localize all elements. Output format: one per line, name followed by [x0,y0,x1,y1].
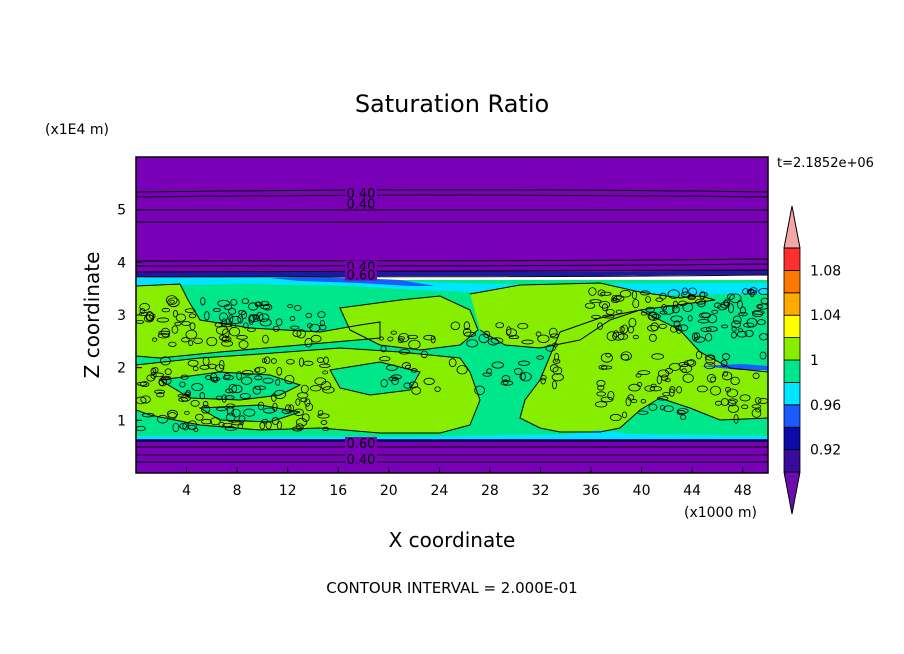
colorbar-label: 0.92 [810,443,841,459]
contour-label: 0.60 [347,269,376,284]
contour-label: 0.60 [347,437,376,452]
lime-region-upper-mid [340,296,478,350]
colorbar-label: 1.08 [810,263,841,279]
x-tick-label: 4 [182,483,191,499]
colorbar-segment [783,449,801,473]
colorbar-segment [783,337,801,361]
contour-label: 0.40 [347,453,376,468]
colorbar-segment [783,404,801,428]
upper-dry-region [136,157,768,275]
colorbar-segment [783,359,801,383]
chart-title: Saturation Ratio [355,90,549,118]
contour-label-bg [344,186,377,199]
contour-label: 0.40 [347,197,376,212]
x-axis-ticks: 4 8 12 16 20 24 28 32 36 40 44 48 [182,467,752,499]
x-tick-label: 8 [233,483,242,499]
x-tick-label: 16 [329,483,347,499]
contour-texture [136,287,768,433]
colorbar-segment [783,314,801,339]
colorbar-under-triangle [783,471,801,515]
colorbar-segment [783,426,801,451]
y-tick-label: 3 [117,308,126,324]
green-patch-2 [330,362,420,395]
dark-band-top [136,270,768,277]
y-tick-label: 1 [117,413,126,429]
contour-label-bg [344,268,377,281]
y-tick-label: 5 [117,203,126,219]
contour-lines [136,189,768,463]
x-tick-label: 48 [734,483,752,499]
cyan-band-bottom [136,430,768,440]
colorbar-label: 1 [810,353,819,369]
contour-label-bg [344,452,377,465]
blue-streak-top [270,277,435,286]
x-tick-label: 20 [380,483,398,499]
contour-interval-note: CONTOUR INTERVAL = 2.000E-01 [326,579,577,597]
contour-labels: 0.400.400.400.600.600.40 [344,186,377,468]
blue-streak-right [700,364,768,370]
colorbar-segment [783,269,801,294]
plot-area [136,157,768,473]
x-tick-label: 24 [430,483,448,499]
contour-label-bg [344,437,377,450]
x-tick-label: 44 [683,483,701,499]
lime-region-left [136,284,380,358]
x-tick-label: 32 [532,483,550,499]
x-tick-label: 36 [582,483,600,499]
y-tick-label: 4 [117,255,126,271]
colorbar-segment [783,292,801,316]
colorbar-segment [783,247,801,271]
x-axis-label: X coordinate [389,528,516,552]
colorbar-segment [783,381,801,406]
time-label: t=2.1852e+06 [777,156,874,171]
x-tick-label: 28 [481,483,499,499]
y-unit-label: (x1E4 m) [45,122,109,138]
x-tick-label: 40 [633,483,651,499]
y-axis-label: Z coordinate [80,252,104,379]
colorbar-label: 0.96 [810,398,841,414]
y-axis-ticks: 1 2 3 4 5 [117,203,142,429]
y-tick-label: 2 [117,361,126,377]
x-unit-label: (x1000 m) [684,505,757,521]
colorbar: 1.08 1.04 1 0.96 0.92 [783,205,841,515]
colorbar-label: 1.04 [810,308,841,324]
x-tick-label: 12 [279,483,297,499]
colorbar-over-triangle [783,205,801,249]
contour-label-bg [344,197,377,210]
